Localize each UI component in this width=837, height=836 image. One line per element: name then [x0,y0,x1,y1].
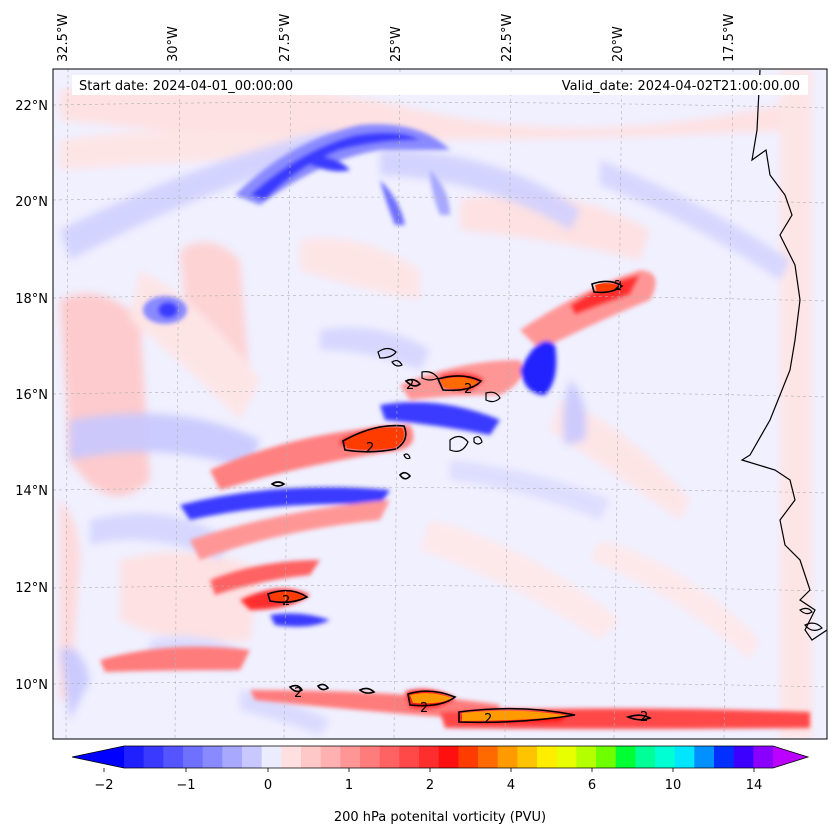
lat-label: 14°N [15,484,48,499]
colorbar-cell [202,746,223,768]
colorbar-cell [655,746,676,768]
colorbar-cell [694,746,715,768]
valid-date-text: Valid_date: 2024-04-02T21:00:00.00 [562,79,800,94]
colorbar-cell [183,746,204,768]
colorbar-label: 200 hPa potenital vorticity (PVU) [334,810,546,825]
contour-label: 2 [366,441,374,456]
lat-label: 10°N [15,678,48,693]
latitude-labels: 22°N 20°N 18°N 16°N 14°N 12°N 10°N [15,99,48,693]
start-date-text: Start date: 2024-04-01_00:00:00 [79,79,293,94]
colorbar-tick-label: 2 [426,778,434,793]
colorbar-cell [222,746,243,768]
longitude-labels: 32.5°W 30°W 27.5°W 25°W 22.5°W 20°W 17.5… [56,14,737,62]
colorbar-tick-label: 4 [507,778,515,793]
colorbar-cell [419,746,440,768]
lat-label: 16°N [15,388,48,403]
colorbar-cell [556,746,577,768]
colorbar-cell [596,746,617,768]
lon-label: 32.5°W [56,14,71,62]
lon-label: 25°W [389,26,404,62]
lon-label: 27.5°W [278,14,293,62]
colorbar-tick-label: −1 [176,778,195,793]
colorbar-tick-label: 0 [264,778,272,793]
colorbar-cell [301,746,322,768]
graticule [53,69,827,739]
colorbar-cell [124,746,145,768]
colorbar-cell [537,746,558,768]
pv-2-contours [267,280,652,724]
colorbar-over-arrow [773,746,808,768]
colorbar-cell [399,746,420,768]
colorbar-tick-label: 6 [588,778,596,793]
map-frame [52,68,828,740]
lat-label: 22°N [15,99,48,114]
colorbar-cell [242,746,263,768]
colorbar-tick-label: 10 [665,778,682,793]
lat-label: 18°N [15,292,48,307]
header-box [72,75,808,95]
colorbar-cell [478,746,499,768]
colorbar-cell [281,746,302,768]
colorbar-ticks [103,768,755,772]
contour-label: 2 [640,710,648,725]
lon-label: 22.5°W [500,14,515,62]
colorbar-cell [163,746,184,768]
colorbar-tick-label: 1 [345,778,353,793]
colorbar-cell [143,746,164,768]
colorbar-cells [124,746,774,768]
colorbar: −2 −1 0 1 2 4 6 10 14 200 hPa potenital … [71,745,810,825]
colorbar-cell [379,746,400,768]
contour-label: 2 [282,594,290,609]
colorbar-cell [320,746,341,768]
colorbar-cell [635,746,656,768]
colorbar-outline [71,745,810,769]
colorbar-tick-labels: −2 −1 0 1 2 4 6 10 14 [94,778,762,793]
contour-label: 2 [614,279,622,294]
colorbar-cell [674,746,695,768]
contour-label: 2 [420,701,428,716]
lon-label: 17.5°W [722,14,737,62]
lon-label: 30°W [166,26,181,62]
colorbar-cell [733,746,754,768]
colorbar-under-arrow [72,746,124,768]
contour-label: 2 [464,382,472,397]
colorbar-cell [438,746,459,768]
colorbar-cell [360,746,381,768]
colorbar-tick-label: −2 [94,778,113,793]
coastline [377,69,827,641]
colorbar-cell [517,746,538,768]
map-panel: 2 2 2 2 2 2 2 2 2 [53,69,827,739]
colorbar-cell [497,746,518,768]
contour-label: 2 [484,712,492,727]
colorbar-cell [753,746,774,768]
colorbar-cell [576,746,597,768]
colorbar-cell [458,746,479,768]
contour-labels: 2 2 2 2 2 2 2 2 2 [282,279,648,727]
lon-label: 20°W [611,26,626,62]
colorbar-cell [261,746,282,768]
colorbar-cell [714,746,735,768]
lat-label: 12°N [15,581,48,596]
colorbar-cell [340,746,361,768]
contour-label: 2 [294,686,302,701]
lat-label: 20°N [15,195,48,210]
contour-label: 2 [406,378,414,393]
colorbar-tick-label: 14 [746,778,763,793]
colorbar-cell [615,746,636,768]
